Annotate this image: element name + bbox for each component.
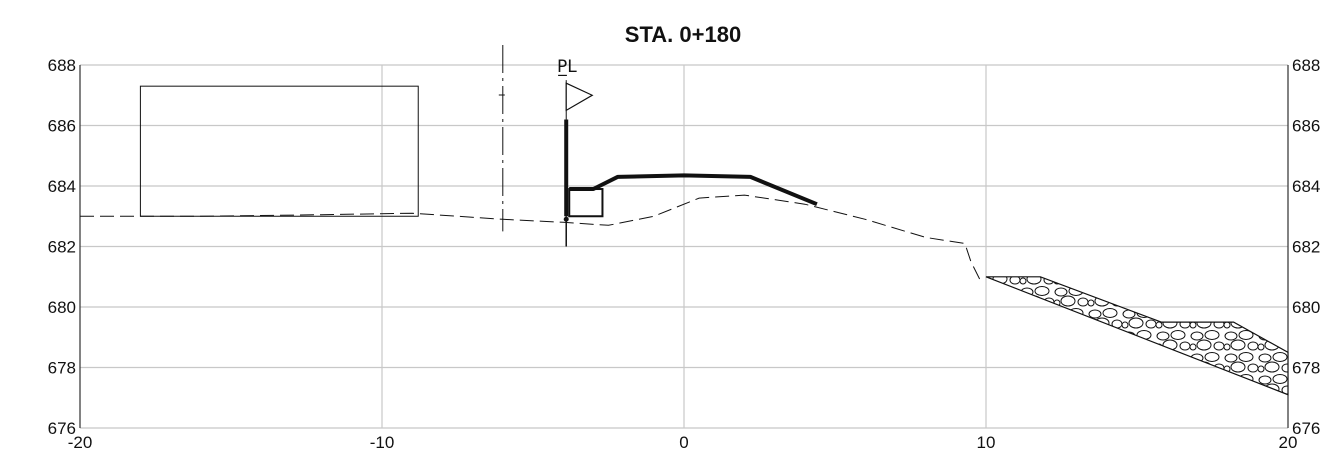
feature-layer bbox=[80, 45, 1289, 396]
proposed-road-line bbox=[569, 173, 818, 207]
centerline-label: P̲L bbox=[557, 57, 577, 77]
x-tick-label: 10 bbox=[977, 433, 996, 452]
centerline-point bbox=[563, 216, 569, 222]
y-tick-label-left: 684 bbox=[48, 177, 76, 196]
y-tick-label-right: 688 bbox=[1292, 56, 1320, 75]
y-tick-label-left: 688 bbox=[48, 56, 76, 75]
grid-layer bbox=[79, 64, 1289, 429]
centerline-flag-icon bbox=[565, 82, 594, 112]
existing-ground-line bbox=[80, 194, 981, 281]
building-outline bbox=[139, 85, 419, 217]
x-tick-label: -20 bbox=[68, 433, 93, 452]
y-tick-label-right: 680 bbox=[1292, 298, 1320, 317]
y-tick-label-right: 686 bbox=[1292, 117, 1320, 136]
x-tick-label: 0 bbox=[679, 433, 688, 452]
x-tick-label: 20 bbox=[1279, 433, 1298, 452]
y-tick-label-left: 680 bbox=[48, 298, 76, 317]
y-tick-label-right: 684 bbox=[1292, 177, 1320, 196]
y-tick-label-right: 678 bbox=[1292, 359, 1320, 378]
y-tick-label-left: 682 bbox=[48, 238, 76, 257]
tick-layer: -20 -10 0 10 20 688 686 684 682 680 678 676 688 686 68… bbox=[48, 56, 1321, 452]
chart-title: STA. 0+180 bbox=[625, 22, 741, 47]
y-tick-label-left: 676 bbox=[48, 419, 76, 438]
curb-block bbox=[568, 188, 604, 218]
riprap-fill bbox=[985, 276, 1289, 396]
x-tick-label: -10 bbox=[370, 433, 395, 452]
y-tick-label-left: 686 bbox=[48, 117, 76, 136]
y-tick-label-right: 682 bbox=[1292, 238, 1320, 257]
y-tick-label-right: 676 bbox=[1292, 419, 1320, 438]
y-tick-label-left: 678 bbox=[48, 359, 76, 378]
